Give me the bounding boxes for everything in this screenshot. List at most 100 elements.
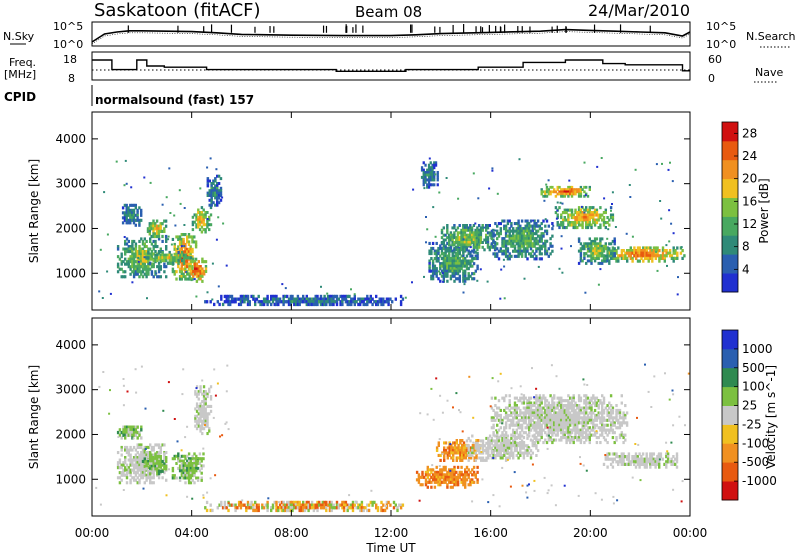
heatmap-cell (449, 259, 453, 263)
heatmap-cell (186, 454, 189, 458)
heatmap-cell (643, 465, 647, 469)
heatmap-cell (140, 468, 143, 472)
heatmap-cell (201, 392, 204, 396)
heatmap-cell (195, 295, 198, 298)
heatmap-cell (476, 243, 479, 247)
heatmap-cell (593, 431, 597, 435)
heatmap-cell (524, 219, 527, 223)
heatmap-cell (508, 454, 511, 457)
heatmap-cell (212, 191, 215, 195)
heatmap-cell (494, 244, 497, 248)
heatmap-cell (307, 506, 310, 510)
heatmap-cell (161, 469, 164, 473)
heatmap-cell (291, 294, 294, 299)
heatmap-cell (341, 297, 344, 301)
heatmap-cell (515, 234, 518, 238)
heatmap-cell (309, 302, 312, 307)
heatmap-cell (195, 279, 199, 283)
heatmap-cell (519, 418, 522, 422)
heatmap-cell (638, 460, 641, 464)
heatmap-cell (519, 444, 522, 448)
heatmap-cell (567, 194, 570, 198)
heatmap-cell (138, 267, 141, 271)
heatmap-cell (448, 468, 451, 472)
heatmap-cell (545, 423, 549, 427)
heatmap-cell (501, 441, 504, 445)
heatmap-cell (427, 175, 431, 179)
heatmap-cell (508, 227, 511, 231)
heatmap-cell (453, 451, 457, 455)
heatmap-cell (425, 216, 427, 218)
heatmap-cell (293, 500, 296, 505)
heatmap-cell (453, 262, 456, 266)
heatmap-cell (629, 249, 632, 253)
heatmap-cell (517, 232, 520, 236)
heatmap-cell (471, 468, 474, 472)
heatmap-cell (599, 237, 602, 241)
heatmap-cell (490, 416, 494, 420)
heatmap-cell (515, 408, 518, 412)
heatmap-cell (255, 506, 259, 510)
heatmap-cell (124, 250, 127, 254)
heatmap-cell (595, 401, 599, 405)
heatmap-cell (618, 421, 622, 425)
heatmap-cell (597, 404, 600, 408)
heatmap-cell (187, 478, 191, 482)
heatmap-cell (136, 218, 139, 222)
heatmap-cell (202, 213, 205, 217)
heatmap-cell (524, 449, 527, 453)
heatmap-cell (520, 411, 524, 415)
heatmap-cell (254, 300, 257, 304)
heatmap-cell (549, 408, 552, 412)
power-cbar-label: Power [dB] (757, 178, 771, 243)
heatmap-cell (597, 242, 600, 246)
heatmap-cell (459, 456, 462, 460)
heatmap-cell (218, 503, 221, 507)
heatmap-cell (453, 254, 456, 258)
heatmap-cell (200, 230, 204, 234)
heatmap-cell (373, 500, 376, 505)
heatmap-cell (586, 223, 590, 227)
heatmap-cell (460, 245, 463, 249)
heatmap-cell (567, 188, 570, 191)
heatmap-cell (583, 399, 586, 403)
heatmap-cell (471, 446, 474, 450)
heatmap-cell (157, 232, 161, 236)
heatmap-cell (606, 252, 609, 256)
heatmap-cell (508, 439, 511, 443)
heatmap-cell (305, 503, 308, 507)
heatmap-cell (404, 296, 407, 299)
heatmap-cell (173, 252, 176, 256)
heatmap-cell (197, 274, 200, 278)
heatmap-cell (436, 183, 439, 187)
heatmap-cell (451, 274, 454, 278)
heatmap-cell (171, 476, 175, 480)
heatmap-cell (456, 252, 460, 256)
heatmap-cell (149, 247, 152, 251)
heatmap-cell (526, 249, 529, 253)
heatmap-cell (430, 470, 433, 474)
heatmap-cell (138, 458, 141, 462)
heatmap-cell (163, 452, 166, 456)
heatmap-cell (556, 421, 559, 425)
heatmap-cell (565, 441, 568, 445)
heatmap-cell (152, 473, 155, 477)
heatmap-cell (622, 455, 625, 459)
heatmap-cell (335, 302, 339, 307)
heatmap-cell (195, 215, 198, 219)
heatmap-cell (141, 257, 145, 261)
heatmap-cell (124, 456, 127, 460)
heatmap-cell (328, 503, 332, 507)
heatmap-cell (590, 239, 593, 243)
heatmap-cell (574, 413, 577, 417)
heatmap-cell (121, 221, 125, 225)
heatmap-cell (342, 294, 346, 299)
heatmap-cell (232, 300, 235, 304)
heatmap-cell (208, 194, 211, 197)
heatmap-cell (513, 244, 517, 248)
heatmap-cell (330, 297, 333, 301)
heatmap-cell (613, 242, 616, 246)
heatmap-cell (551, 423, 554, 427)
heatmap-cell (330, 503, 333, 507)
heatmap-cell (271, 297, 275, 301)
